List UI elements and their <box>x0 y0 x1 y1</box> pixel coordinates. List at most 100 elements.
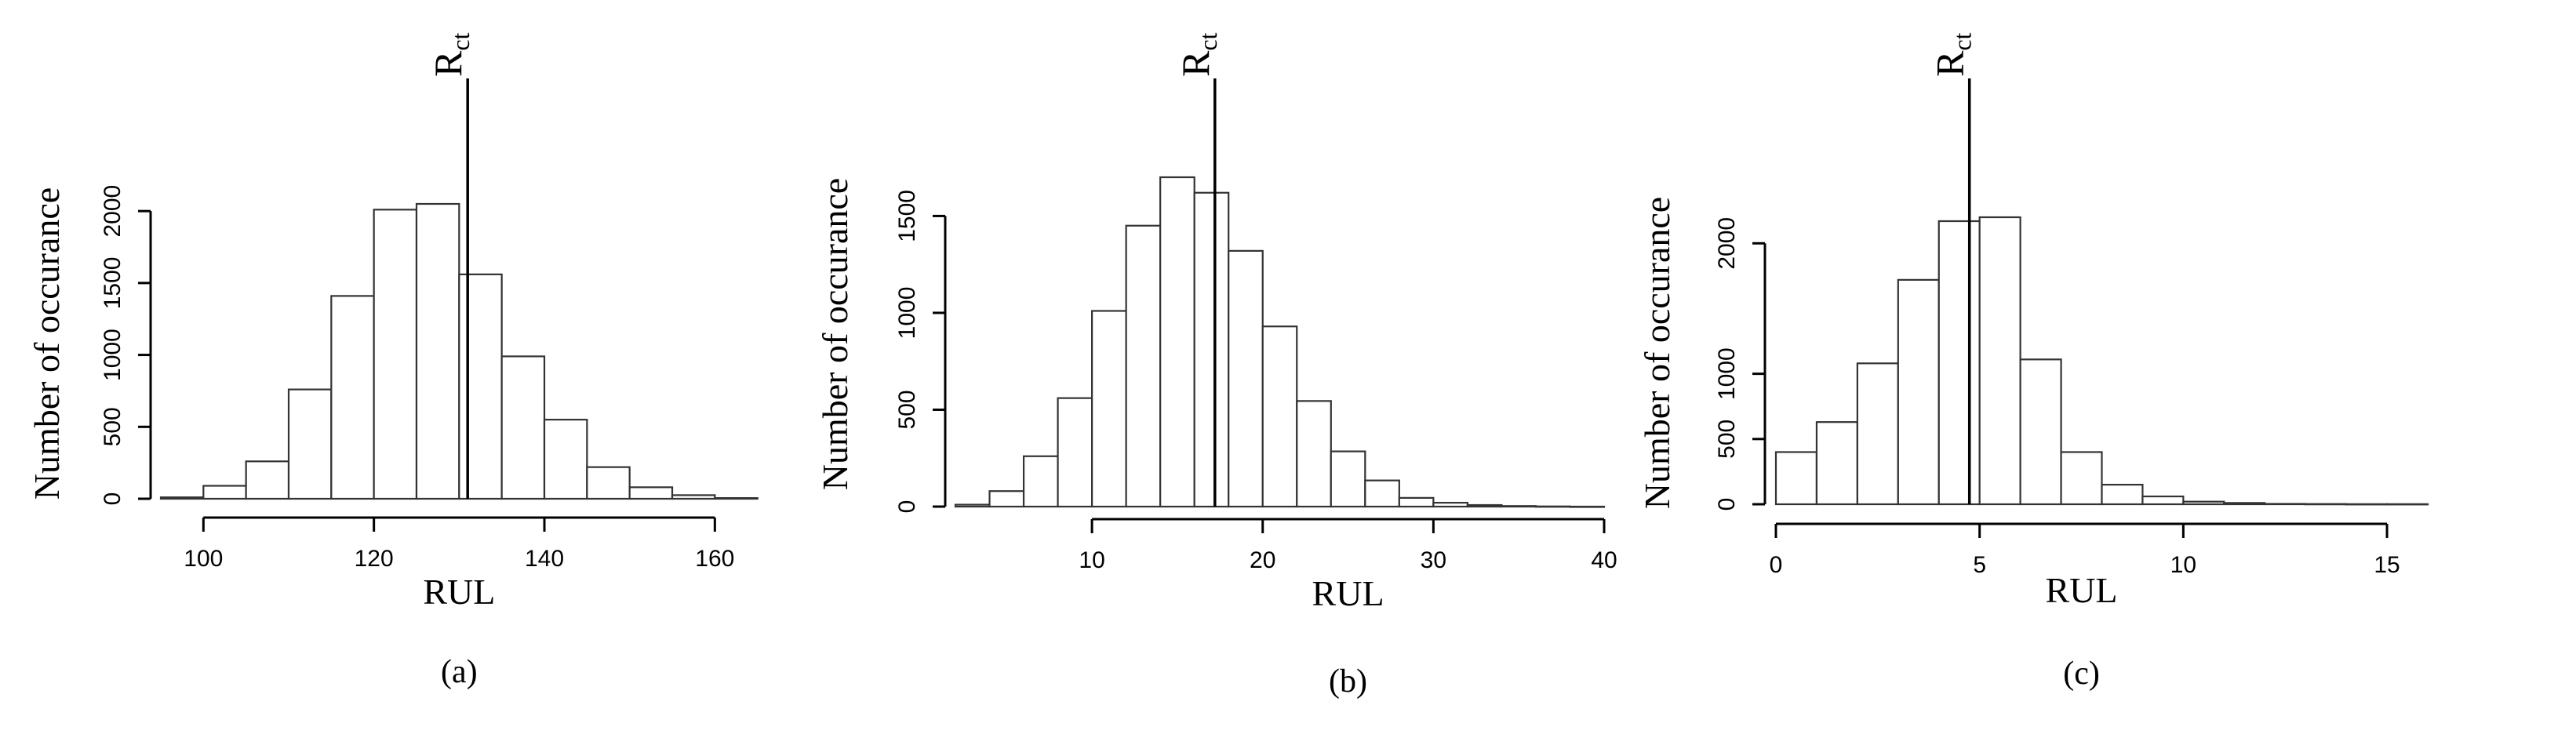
histogram-bar <box>159 496 205 500</box>
histogram-bar <box>2060 451 2103 506</box>
histogram-bar <box>1466 503 1503 508</box>
histogram-bar <box>954 503 991 508</box>
y-tick-label: 0 <box>1714 498 1740 511</box>
rct-marker-letter-b: R <box>1173 50 1217 77</box>
histogram-bar <box>415 202 460 500</box>
histogram-bar <box>2385 503 2429 506</box>
histogram-bar <box>586 466 631 500</box>
x-tick-label: 100 <box>184 546 223 572</box>
histogram-bar <box>1815 421 1858 506</box>
y-axis-label-b: Number of occurance <box>815 178 855 490</box>
y-tick-label: 1000 <box>100 329 126 381</box>
histogram-bar <box>1228 249 1264 508</box>
rct-marker-letter-c: R <box>1928 50 1972 77</box>
histogram-bar <box>500 355 546 500</box>
histogram-bar <box>1856 362 1899 506</box>
x-tick-label: 30 <box>1421 547 1446 573</box>
histogram-bar <box>1774 451 1818 506</box>
rct-marker-subscript-c: ct <box>1948 32 1977 50</box>
histogram-bar <box>2182 500 2225 506</box>
histogram-bar <box>1501 505 1537 508</box>
histogram-bar <box>1091 310 1127 508</box>
y-ticks-c: 0 500 1000 2000 <box>1714 217 1765 511</box>
x-tick-label: 160 <box>695 546 734 572</box>
x-tick-label: 20 <box>1250 547 1275 573</box>
histogram-bar <box>1937 220 1981 506</box>
histogram-bar <box>2019 358 2062 506</box>
histogram-bars-b <box>954 176 1606 508</box>
y-axis-label-a: Number of occurance <box>27 187 67 500</box>
y-axis-label-c: Number of occurance <box>1637 197 1677 509</box>
histogram-bar <box>1364 479 1400 508</box>
histogram-bar <box>1296 400 1332 508</box>
histogram-bar <box>2101 483 2144 506</box>
y-tick-label: 2000 <box>1714 217 1740 270</box>
histogram-bar <box>330 295 375 500</box>
histogram-bar <box>714 496 759 500</box>
histogram-bars-a <box>159 202 759 500</box>
histogram-bar <box>1193 191 1230 508</box>
y-tick-label: 0 <box>894 500 920 514</box>
histogram-bar <box>988 490 1025 508</box>
y-ticks-a: 0 500 1000 1500 2000 <box>100 185 151 506</box>
x-tick-label: 40 <box>1591 547 1617 573</box>
rct-marker-subscript-a: ct <box>446 32 475 50</box>
rct-marker-label-a: Rct <box>426 32 475 77</box>
y-tick-label: 1500 <box>100 257 126 310</box>
x-tick-label: 5 <box>1973 552 1986 578</box>
histogram-bar <box>2305 503 2348 506</box>
y-tick-label: 1500 <box>894 190 920 242</box>
histogram-bar <box>373 209 418 500</box>
x-tick-label: 0 <box>1770 552 1783 578</box>
histogram-bar <box>2141 495 2185 506</box>
rct-marker-letter-a: R <box>426 50 470 77</box>
x-ticks-b: 10 20 30 40 <box>1079 519 1617 573</box>
histogram-panel-a: 100 120 140 160 0 500 1000 1500 2000 Rct Number… <box>27 32 759 690</box>
x-tick-label: 15 <box>2374 552 2400 578</box>
y-tick-label: 2000 <box>100 185 126 238</box>
histogram-bar <box>628 486 674 500</box>
rct-marker-label-c: Rct <box>1928 32 1977 77</box>
x-ticks-a: 100 120 140 160 <box>184 518 734 572</box>
y-tick-label: 1000 <box>894 287 920 340</box>
panel-label-c: (c) <box>2063 656 2100 692</box>
histogram-bar <box>458 273 503 500</box>
y-tick-label: 0 <box>100 492 126 506</box>
histogram-panel-c: 0 5 10 15 0 500 1000 2000 Rct Number of occura… <box>1637 32 2429 692</box>
rct-marker-label-b: Rct <box>1173 32 1222 77</box>
panel-label-a: (a) <box>441 654 478 690</box>
y-ticks-b: 0 500 1000 1500 <box>894 190 945 513</box>
y-tick-label: 500 <box>1714 420 1740 459</box>
histogram-bar <box>202 485 247 500</box>
x-tick-label: 140 <box>525 546 564 572</box>
histogram-bar <box>1125 224 1162 508</box>
histogram-bar <box>1057 397 1093 508</box>
x-tick-label: 120 <box>355 546 394 572</box>
x-axis-label-c: RUL <box>2046 570 2118 610</box>
histogram-bar <box>287 388 333 500</box>
histogram-bar <box>1022 455 1059 508</box>
histogram-bar <box>1261 325 1298 508</box>
x-tick-label: 10 <box>1079 547 1104 573</box>
histogram-bar <box>1978 216 2021 506</box>
histogram-panel-b: 10 20 30 40 0 500 1000 1500 Rct Number of occu… <box>815 32 1617 700</box>
histogram-bar <box>245 460 290 500</box>
y-tick-label: 500 <box>100 407 126 446</box>
x-axis-label-a: RUL <box>423 572 495 612</box>
x-tick-label: 10 <box>2170 552 2196 578</box>
histogram-bar <box>1432 501 1468 508</box>
panel-label-b: (b) <box>1329 663 1367 700</box>
histogram-bar <box>671 494 716 500</box>
x-ticks-c: 0 5 10 15 <box>1770 524 2400 578</box>
y-tick-label: 1000 <box>1714 347 1740 400</box>
y-tick-label: 500 <box>894 390 920 429</box>
histogram-bar <box>1159 176 1195 508</box>
histogram-bar <box>2223 502 2266 506</box>
histogram-bar <box>1897 278 1940 506</box>
histogram-bar <box>2345 503 2389 506</box>
histogram-bar <box>1398 496 1435 508</box>
histogram-bar <box>543 419 588 500</box>
histogram-bar <box>1330 450 1366 508</box>
histogram-bars-c <box>1774 216 2429 506</box>
